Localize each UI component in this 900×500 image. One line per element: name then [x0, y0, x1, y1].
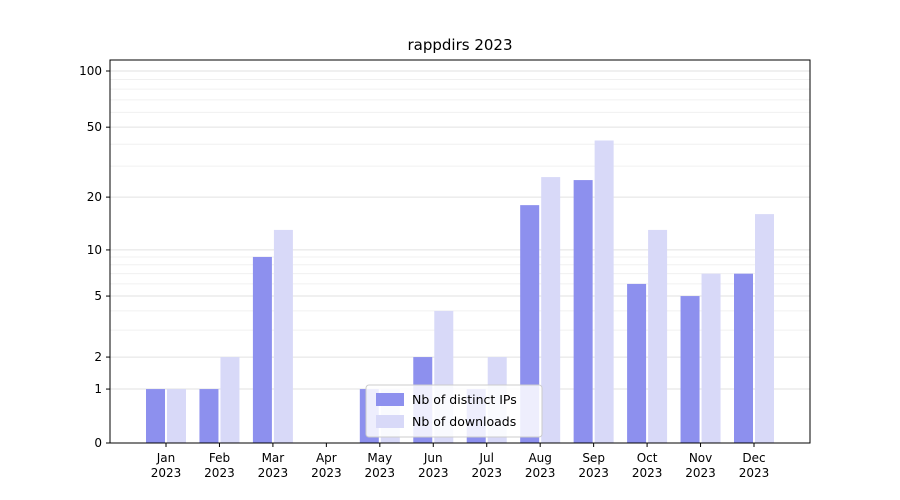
x-tick-label-year-jun-2023: 2023	[418, 466, 449, 480]
x-tick-label-month-jul-2023: Jul	[478, 451, 493, 465]
x-tick-label-month-jun-2023: Jun	[423, 451, 443, 465]
bar-distinct-ips-dec-2023	[734, 273, 753, 443]
x-tick-label-month-sep-2023: Sep	[582, 451, 605, 465]
x-tick-label-year-may-2023: 2023	[365, 466, 396, 480]
chart-title: rappdirs 2023	[407, 36, 513, 54]
legend: Nb of distinct IPs Nb of downloads	[365, 384, 543, 438]
y-tick-label-5: 5	[94, 289, 102, 303]
legend-box	[365, 384, 543, 438]
bar-downloads-dec-2023	[755, 214, 774, 443]
bar-distinct-ips-jan-2023	[146, 389, 165, 443]
x-tick-label-year-jan-2023: 2023	[151, 466, 182, 480]
x-tick-label-month-oct-2023: Oct	[637, 451, 658, 465]
bar-downloads-jan-2023	[167, 389, 186, 443]
bar-distinct-ips-feb-2023	[199, 389, 219, 443]
x-tick-label-year-aug-2023: 2023	[525, 466, 556, 480]
x-tick-label-month-dec-2023: Dec	[742, 451, 765, 465]
x-tick-label-year-feb-2023: 2023	[204, 466, 235, 480]
bar-downloads-oct-2023	[648, 229, 668, 443]
y-tick-label-100: 100	[79, 64, 102, 78]
bar-downloads-nov-2023	[701, 273, 721, 443]
x-tick-label-month-mar-2023: Mar	[262, 451, 285, 465]
bar-distinct-ips-nov-2023	[680, 296, 700, 443]
x-tick-label-year-dec-2023: 2023	[739, 466, 770, 480]
legend-swatch-distinct-ips	[376, 393, 404, 406]
x-tick-label-month-feb-2023: Feb	[209, 451, 230, 465]
bar-downloads-feb-2023	[220, 357, 240, 443]
x-tick-label-month-may-2023: May	[367, 451, 392, 465]
y-tick-label-0: 0	[94, 436, 102, 450]
x-tick-label-year-jul-2023: 2023	[471, 466, 502, 480]
bar-downloads-mar-2023	[273, 229, 293, 443]
legend-label-distinct-ips: Nb of distinct IPs	[412, 392, 517, 407]
x-tick-label-year-mar-2023: 2023	[258, 466, 289, 480]
y-tick-label-2: 2	[94, 350, 102, 364]
x-tick-label-month-jan-2023: Jan	[156, 451, 176, 465]
x-tick-label-year-nov-2023: 2023	[685, 466, 716, 480]
plot-border	[109, 59, 811, 444]
y-tick-label-50: 50	[87, 120, 102, 134]
x-tick-label-year-oct-2023: 2023	[632, 466, 663, 480]
x-tick-label-month-nov-2023: Nov	[689, 451, 712, 465]
bar-distinct-ips-mar-2023	[252, 256, 272, 443]
x-tick-label-year-sep-2023: 2023	[578, 466, 609, 480]
x-tick-label-month-aug-2023: Aug	[528, 451, 551, 465]
bar-distinct-ips-aug-2023	[520, 205, 540, 443]
bar-distinct-ips-oct-2023	[627, 283, 647, 443]
x-tick-label-year-apr-2023: 2023	[311, 466, 342, 480]
y-tick-label-1: 1	[94, 382, 102, 396]
y-tick-label-10: 10	[87, 243, 102, 257]
bar-downloads-aug-2023	[541, 177, 561, 444]
bar-distinct-ips-sep-2023	[573, 180, 593, 443]
bar-downloads-sep-2023	[594, 140, 614, 443]
legend-label-downloads: Nb of downloads	[412, 414, 516, 429]
y-tick-label-20: 20	[87, 190, 102, 204]
x-tick-label-month-apr-2023: Apr	[316, 451, 337, 465]
legend-swatch-downloads	[376, 415, 404, 428]
